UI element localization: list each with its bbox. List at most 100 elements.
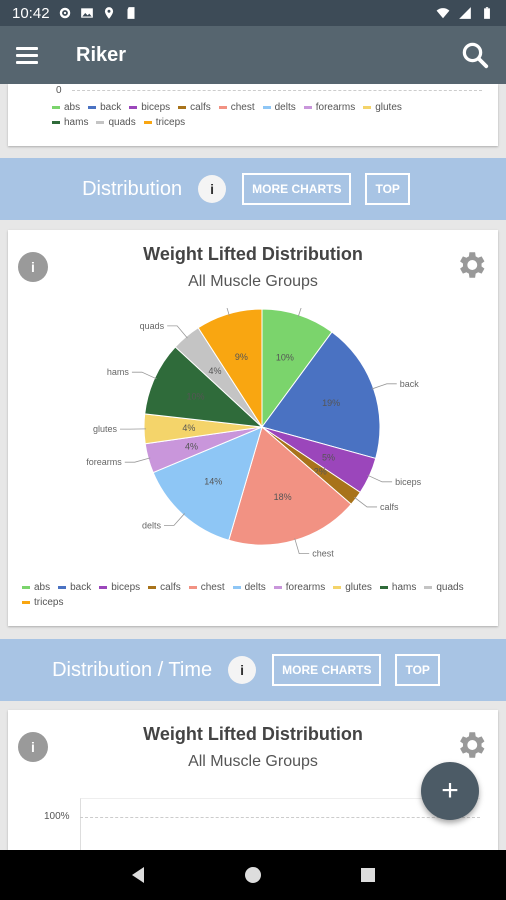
section-info-button[interactable]: i: [228, 656, 257, 684]
chart-title: Weight Lifted Distribution: [143, 244, 363, 264]
search-icon[interactable]: [460, 40, 490, 70]
more-charts-button[interactable]: MORE CHARTS: [242, 173, 352, 205]
legend-item: abs: [52, 102, 80, 113]
legend-item: calfs: [178, 102, 211, 113]
legend-swatch: [188, 586, 197, 589]
pie-value-label: 10%: [276, 352, 294, 362]
legend-item: forearms: [273, 582, 325, 593]
legend-item: abs: [22, 582, 50, 593]
scroll-content[interactable]: 0 abs back biceps calfs chest delts forearms gl…: [0, 84, 506, 850]
settings-icon: [59, 7, 70, 19]
pie-value-label: 19%: [322, 398, 340, 408]
legend-swatch: [232, 586, 241, 589]
legend-label: biceps: [111, 582, 141, 593]
legend-item: triceps: [143, 117, 186, 128]
pie-category-label: quads: [140, 321, 165, 331]
pie-value-label: 4%: [208, 366, 221, 376]
legend-label: calfs: [160, 582, 181, 593]
chart-info-button[interactable]: i: [18, 732, 48, 762]
legend-item: biceps: [99, 582, 140, 593]
section-title: Distribution / Time: [52, 658, 213, 681]
legend-label: glutes: [345, 582, 372, 593]
legend-swatch: [178, 106, 187, 109]
back-icon[interactable]: [128, 865, 148, 885]
app-title: Riker: [76, 43, 127, 66]
pie-leader-line: [163, 513, 185, 526]
legend-item: delts: [232, 582, 266, 593]
system-nav-bar: [0, 850, 506, 900]
legend-swatch: [99, 586, 108, 589]
chart-title: Weight Lifted Distribution: [143, 724, 363, 744]
legend-label: forearms: [315, 102, 356, 113]
sd-card-icon: [127, 7, 135, 19]
pie-value-label: 14%: [204, 477, 222, 487]
legend-swatch: [424, 586, 433, 589]
signal-icon: [459, 7, 471, 19]
top-button[interactable]: TOP: [365, 173, 410, 205]
axis-zero-line: [72, 90, 482, 91]
gear-icon[interactable]: [454, 248, 488, 282]
pie-category-label: hams: [107, 367, 130, 377]
home-icon[interactable]: [243, 865, 263, 885]
top-button[interactable]: TOP: [395, 654, 440, 686]
legend-item: glutes: [333, 582, 372, 593]
legend-label: chest: [200, 582, 225, 593]
legend-label: quads: [436, 582, 464, 593]
pie-leader-line: [367, 474, 393, 483]
legend-swatch: [218, 106, 227, 109]
status-bar: 10:42: [0, 0, 506, 26]
previous-chart-card: 0 abs back biceps calfs chest delts forearms gl…: [8, 84, 498, 146]
pie-chart: 10%abs19%back5%biceps2%calfs18%chest14%d…: [86, 308, 422, 559]
legend-label: triceps: [34, 597, 64, 608]
legend-swatch: [22, 586, 30, 589]
distribution-chart-legend: abs back biceps calfs chest delts forearms glut…: [8, 582, 498, 608]
chart-plot-area: [80, 798, 480, 850]
pie-value-label: 5%: [322, 452, 335, 462]
legend-item: forearms: [303, 102, 356, 113]
chart-info-button[interactable]: i: [18, 252, 48, 282]
pie-category-label: calfs: [380, 502, 399, 512]
legend-label: abs: [64, 102, 81, 113]
legend-label: back: [100, 102, 122, 113]
distribution-time-section-header: Distribution / Time i MORE CHARTS TOP: [0, 639, 506, 701]
pie-leader-line: [124, 457, 151, 463]
legend-label: quads: [108, 117, 136, 128]
legend-item: back: [58, 582, 91, 593]
pie-leader-line: [294, 538, 310, 555]
legend-item: quads: [424, 582, 464, 593]
distribution-time-chart-card: i Weight Lifted Distribution All Muscle …: [8, 710, 498, 850]
add-button[interactable]: +: [421, 762, 479, 820]
recents-icon[interactable]: [358, 865, 378, 885]
legend-label: glutes: [375, 102, 402, 113]
pie-value-label: 2%: [314, 466, 327, 476]
chart-subtitle: All Muscle Groups: [188, 753, 318, 770]
y-axis-gridline: [80, 817, 480, 818]
section-info-button[interactable]: i: [198, 175, 227, 203]
legend-swatch: [148, 586, 157, 589]
pie-value-label: 18%: [274, 492, 292, 502]
pie-category-label: biceps: [395, 477, 422, 487]
legend-swatch: [129, 106, 138, 109]
pie-value-label: 9%: [235, 352, 248, 362]
wifi-icon: [436, 8, 450, 19]
legend-label: back: [70, 582, 92, 593]
pie-leader-line: [371, 383, 397, 390]
distribution-chart-card: i Weight Lifted Distribution All Muscle …: [8, 230, 498, 626]
pie-category-label: delts: [142, 520, 162, 530]
legend-swatch: [273, 586, 282, 589]
gear-icon[interactable]: [454, 728, 488, 762]
legend-swatch: [303, 106, 312, 109]
legend-item: chest: [188, 582, 225, 593]
menu-icon[interactable]: [16, 41, 44, 69]
status-time: 10:42: [12, 4, 50, 22]
legend-swatch: [88, 106, 97, 109]
legend-item: biceps: [129, 102, 170, 113]
legend-swatch: [52, 121, 60, 124]
legend-swatch: [379, 586, 388, 589]
pie-value-label: 4%: [185, 441, 198, 451]
pie-leader-line: [226, 308, 230, 316]
pie-category-label: glutes: [93, 424, 118, 434]
more-charts-button[interactable]: MORE CHARTS: [272, 654, 382, 686]
top-chart-legend: abs back biceps calfs chest delts forearms glut…: [52, 102, 452, 128]
legend-label: triceps: [155, 117, 186, 128]
